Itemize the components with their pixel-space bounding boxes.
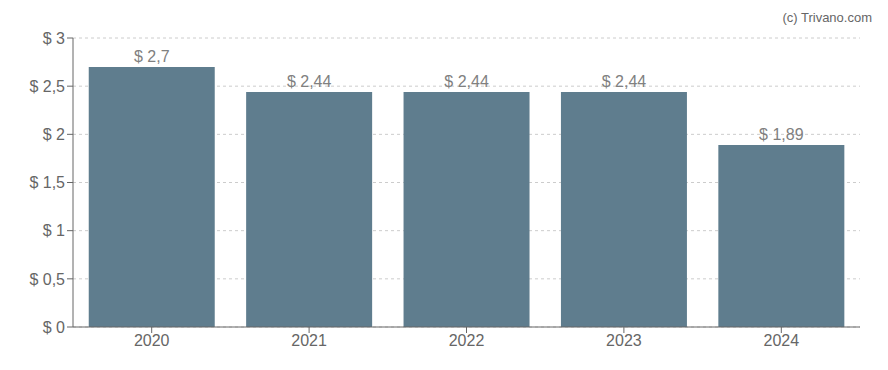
svg-text:2021: 2021 xyxy=(291,332,327,349)
svg-text:$ 2,44: $ 2,44 xyxy=(602,73,647,90)
svg-text:$ 2,7: $ 2,7 xyxy=(134,48,170,65)
svg-text:2024: 2024 xyxy=(764,332,800,349)
svg-text:$ 1,89: $ 1,89 xyxy=(759,126,804,143)
svg-text:$ 3: $ 3 xyxy=(43,30,65,47)
svg-text:$ 0,5: $ 0,5 xyxy=(29,271,65,288)
svg-text:2022: 2022 xyxy=(449,332,485,349)
svg-text:2020: 2020 xyxy=(134,332,170,349)
svg-text:$ 2,44: $ 2,44 xyxy=(444,73,489,90)
svg-text:$ 0: $ 0 xyxy=(43,319,65,336)
html-text:(c) Trivano.com: (c) Trivano.com xyxy=(782,10,872,25)
svg-text:$ 2,5: $ 2,5 xyxy=(29,78,65,95)
svg-text:$ 1,5: $ 1,5 xyxy=(29,174,65,191)
svg-text:$ 2,44: $ 2,44 xyxy=(287,73,332,90)
svg-text:$ 2: $ 2 xyxy=(43,126,65,143)
svg-text:2023: 2023 xyxy=(606,332,642,349)
svg-text:$ 1: $ 1 xyxy=(43,222,65,239)
